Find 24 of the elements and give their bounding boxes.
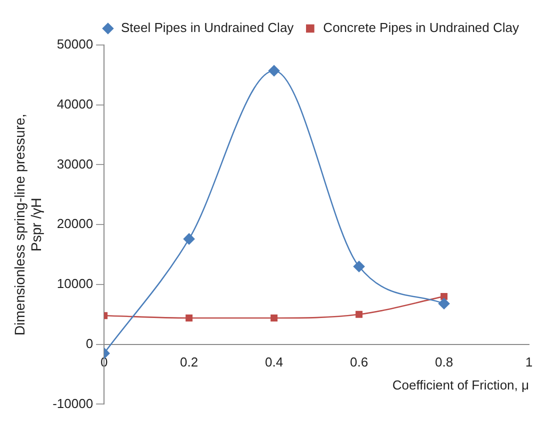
x-tick-label: 1 [525, 354, 533, 370]
point [440, 292, 448, 300]
point [183, 233, 195, 245]
y-axis-title: Dimensionless spring-line pressure, Pspr /γH [11, 114, 44, 336]
x-tick-label: 0.8 [434, 354, 454, 370]
y-tick-label: 0 [86, 336, 94, 351]
point [270, 314, 278, 322]
y-tick-label: 40000 [56, 96, 94, 112]
y-tick-label: 30000 [56, 156, 94, 172]
y-tick-label: 20000 [56, 216, 94, 232]
legend-label: Concrete Pipes in Undrained Clay [323, 20, 520, 36]
x-axis-title: Coefficient of Friction, μ [392, 377, 529, 392]
x-tick-label: 0.6 [350, 354, 368, 370]
point [186, 314, 193, 322]
legend-label: Steel Pipes in Undrained Clay [120, 20, 294, 36]
y-tick-label: 50000 [56, 36, 94, 52]
x-tick-label: 0.2 [180, 354, 198, 370]
point [356, 310, 363, 318]
point [268, 65, 280, 76]
point [438, 298, 450, 310]
y-tick-label: 10000 [56, 276, 94, 292]
x-tick-label: 0.4 [265, 354, 284, 370]
y-tick-label: -10000 [52, 396, 94, 411]
point [353, 260, 365, 272]
